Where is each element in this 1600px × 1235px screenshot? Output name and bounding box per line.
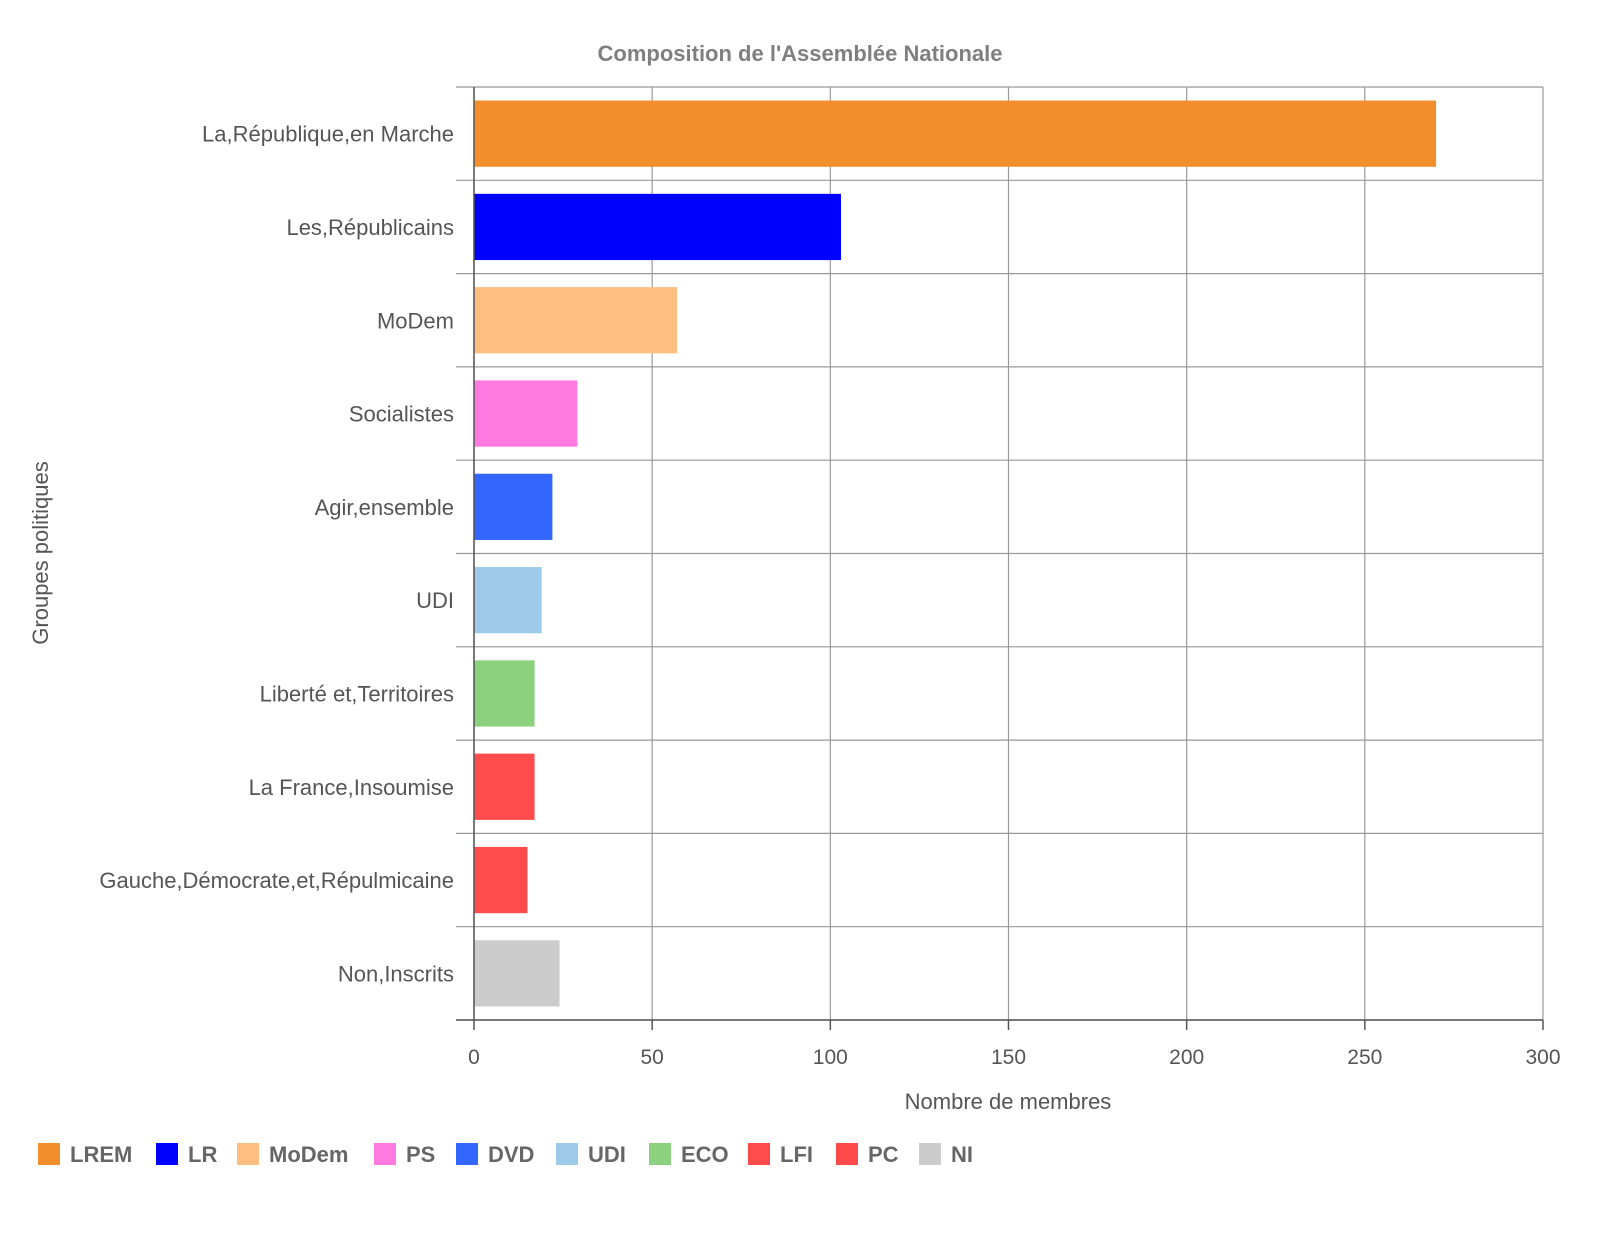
- legend-swatch: [919, 1143, 941, 1165]
- x-tick-label: 150: [991, 1046, 1026, 1069]
- legend-label: PC: [868, 1142, 899, 1167]
- legend-label: LR: [188, 1142, 217, 1167]
- bar[interactable]: [474, 846, 528, 914]
- x-tick-label: 250: [1347, 1046, 1382, 1069]
- x-tick-label: 100: [813, 1046, 848, 1069]
- legend: LREM LR MoDem PS DVD UDI ECO LFI PC NI: [38, 1142, 973, 1167]
- bars: [474, 100, 1437, 1007]
- legend-label: DVD: [488, 1142, 534, 1167]
- x-tick-label: 300: [1525, 1046, 1560, 1069]
- legend-swatch: [374, 1143, 396, 1165]
- bar[interactable]: [474, 473, 553, 540]
- category-label: Socialistes: [349, 402, 454, 427]
- category-label: MoDem: [377, 308, 454, 333]
- x-tick-label: 50: [640, 1046, 663, 1069]
- x-axis-title: Nombre de membres: [905, 1089, 1112, 1114]
- legend-label: LREM: [70, 1142, 132, 1167]
- x-tick-label: 0: [468, 1046, 480, 1069]
- category-label: La,République,en Marche: [202, 122, 454, 147]
- legend-item[interactable]: PC: [836, 1142, 899, 1167]
- legend-swatch: [836, 1143, 858, 1165]
- legend-label: MoDem: [269, 1142, 348, 1167]
- category-labels: La,République,en Marche Les,Républicains M…: [99, 122, 454, 987]
- legend-label: NI: [951, 1142, 973, 1167]
- chart-title: Composition de l'Assemblée Nationale: [598, 41, 1003, 66]
- bar[interactable]: [474, 567, 542, 634]
- legend-item[interactable]: PS: [374, 1142, 435, 1167]
- legend-item[interactable]: MoDem: [237, 1142, 348, 1167]
- category-label: Gauche,Démocrate,et,Répulmicaine: [99, 868, 454, 893]
- category-label: Agir,ensemble: [315, 495, 454, 520]
- legend-item[interactable]: DVD: [456, 1142, 534, 1167]
- legend-label: ECO: [681, 1142, 729, 1167]
- legend-swatch: [748, 1143, 770, 1165]
- legend-item[interactable]: LREM: [38, 1142, 132, 1167]
- legend-label: UDI: [588, 1142, 626, 1167]
- legend-swatch: [556, 1143, 578, 1165]
- category-label: UDI: [416, 588, 454, 613]
- x-tick-label: 200: [1169, 1046, 1204, 1069]
- category-label: Non,Inscrits: [338, 961, 454, 986]
- legend-label: PS: [406, 1142, 435, 1167]
- x-tick-labels: 0 50 100 150 200 250 300: [468, 1046, 1560, 1069]
- legend-swatch: [38, 1143, 60, 1165]
- legend-item[interactable]: ECO: [649, 1142, 729, 1167]
- bar[interactable]: [474, 660, 535, 727]
- legend-label: LFI: [780, 1142, 813, 1167]
- category-label: Les,Républicains: [286, 215, 454, 240]
- legend-item[interactable]: UDI: [556, 1142, 626, 1167]
- legend-swatch: [649, 1143, 671, 1165]
- bar[interactable]: [474, 753, 535, 820]
- legend-swatch: [456, 1143, 478, 1165]
- category-label: Liberté et,Territoires: [260, 681, 454, 706]
- bar[interactable]: [474, 380, 578, 447]
- bar[interactable]: [474, 100, 1437, 167]
- axes: [456, 87, 1544, 1030]
- legend-swatch: [156, 1143, 178, 1165]
- legend-item[interactable]: LR: [156, 1142, 217, 1167]
- bar[interactable]: [474, 287, 678, 354]
- y-axis-title: Groupes politiques: [28, 461, 53, 644]
- category-label: La France,Insoumise: [249, 775, 454, 800]
- legend-item[interactable]: LFI: [748, 1142, 813, 1167]
- bar[interactable]: [474, 940, 560, 1007]
- bar[interactable]: [474, 193, 842, 261]
- legend-swatch: [237, 1143, 259, 1165]
- legend-item[interactable]: NI: [919, 1142, 973, 1167]
